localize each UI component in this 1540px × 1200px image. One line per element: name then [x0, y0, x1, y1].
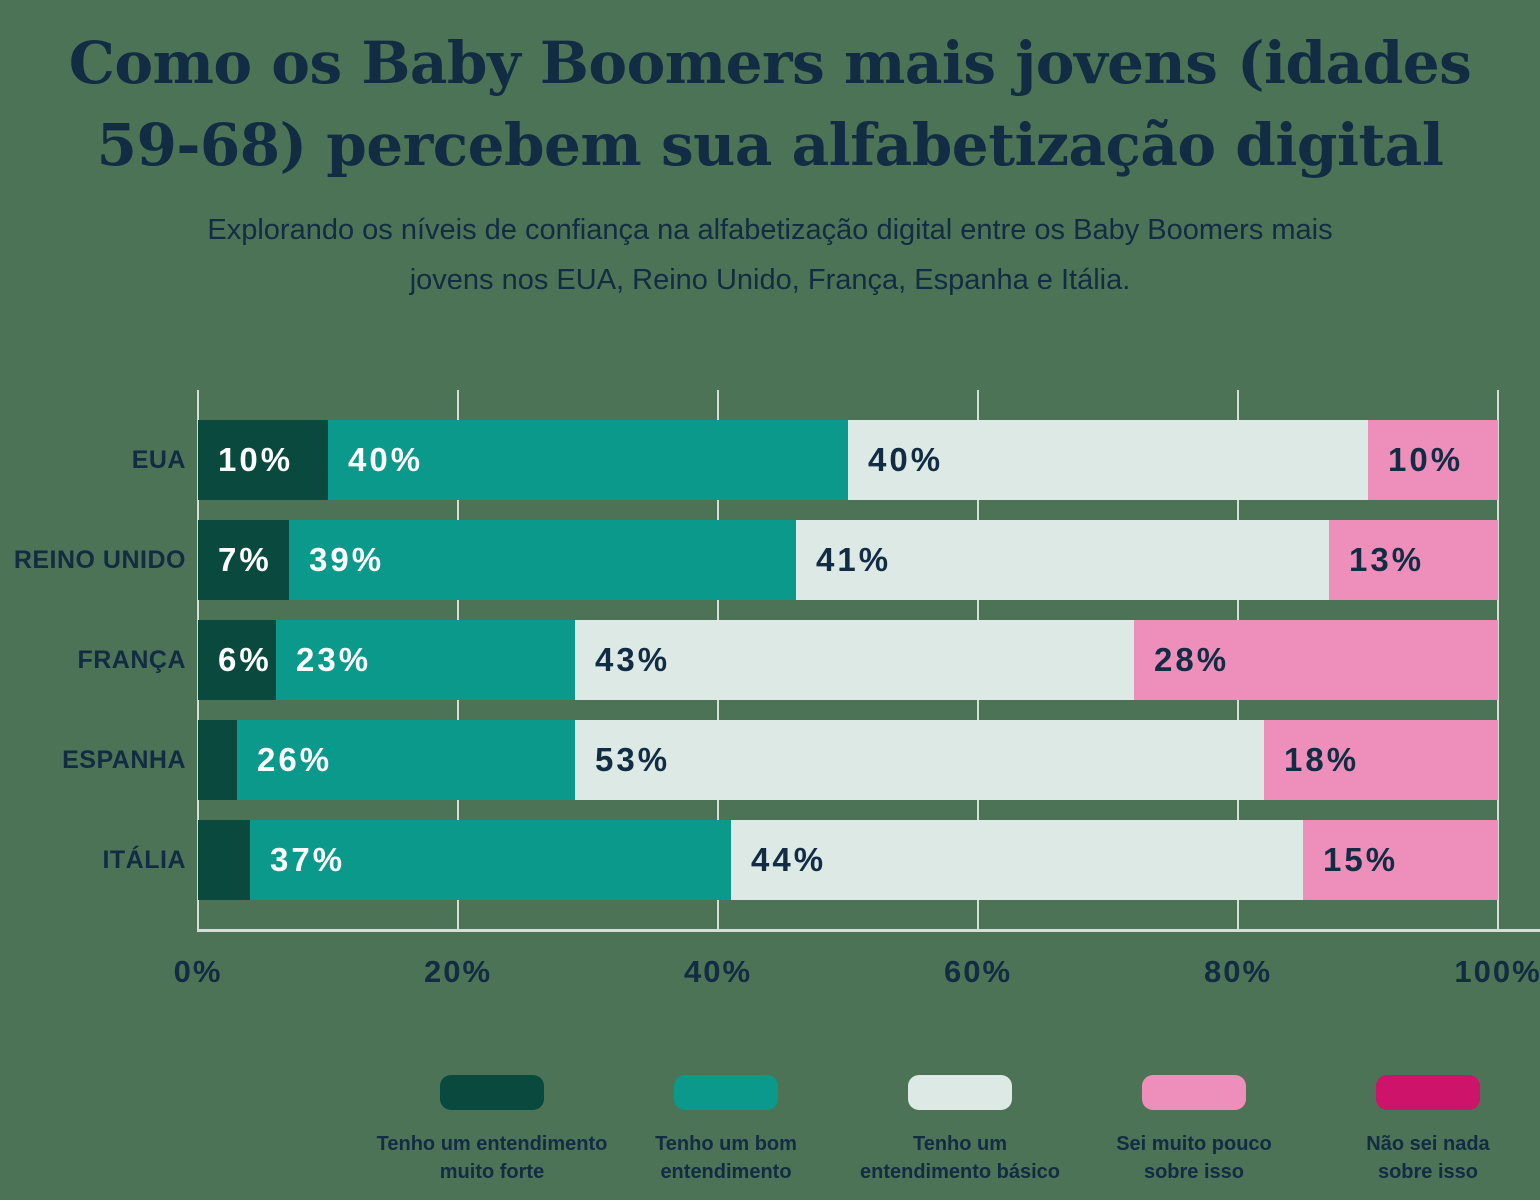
- legend-swatch: [908, 1075, 1012, 1110]
- legend-item: Tenho um bom entendimento: [609, 1075, 843, 1186]
- chart-page: Como os Baby Boomers mais jovens (idades…: [0, 22, 1540, 1200]
- bar-segment: 7%: [198, 520, 289, 600]
- bar-segment: 10%: [198, 420, 328, 500]
- bar-value-label: 43%: [595, 641, 671, 678]
- bar-segment: 15%: [1303, 820, 1498, 900]
- legend-swatch: [440, 1075, 544, 1110]
- legend-label-line: muito forte: [439, 1161, 545, 1183]
- bar-row: 37% 44% 15%: [198, 820, 1498, 900]
- bar-value-label: 23%: [296, 641, 372, 678]
- legend-label-line: Sei muito pouco: [1116, 1133, 1272, 1155]
- plot-area: 10% 40% 40% 10% 7% 39% 41% 13% 6% 23% 43% 28% 26% 53%…: [197, 390, 1540, 932]
- bar-value-label: 28%: [1154, 641, 1230, 678]
- bar-segment: 23%: [276, 620, 575, 700]
- legend-item: Sei muito pouco sobre isso: [1077, 1075, 1311, 1186]
- category-label: ITÁLIA: [102, 846, 186, 874]
- bar-value-label: 40%: [348, 441, 424, 478]
- bar-value-label: 15%: [1323, 841, 1399, 878]
- bar-segment: 53%: [575, 720, 1264, 800]
- bar-value-label: 26%: [257, 741, 333, 778]
- legend-label-line: Tenho um bom: [655, 1133, 797, 1155]
- bar-row: 26% 53% 18%: [198, 720, 1498, 800]
- x-tick-label: 40%: [683, 954, 753, 989]
- bar-row: 10% 40% 40% 10%: [198, 420, 1498, 500]
- legend-label-line: entendimento: [660, 1161, 792, 1183]
- legend-swatch: [1142, 1075, 1246, 1110]
- legend-label-line: sobre isso: [1377, 1161, 1479, 1183]
- bar-segment: 39%: [289, 520, 796, 600]
- bar-value-label: 53%: [595, 741, 671, 778]
- category-label: ESPANHA: [62, 746, 186, 774]
- bar-segment: 10%: [1368, 420, 1498, 500]
- legend-label-line: Não sei nada: [1366, 1133, 1490, 1155]
- bar-segment: 28%: [1134, 620, 1498, 700]
- x-tick-label: 60%: [943, 954, 1013, 989]
- bar-value-label: 44%: [751, 841, 827, 878]
- bar-value-label: 6%: [218, 641, 272, 678]
- bar-segment: 13%: [1329, 520, 1498, 600]
- bar-row: 7% 39% 41% 13%: [198, 520, 1498, 600]
- bar-value-label: 40%: [868, 441, 944, 478]
- bar-segment: 40%: [328, 420, 848, 500]
- bar-segment: 37%: [250, 820, 731, 900]
- chart-title: Como os Baby Boomers mais jovens (idades…: [68, 29, 1472, 180]
- category-label: FRANÇA: [77, 646, 186, 674]
- legend-item: Não sei nada sobre isso: [1311, 1075, 1540, 1186]
- bar-value-label: 13%: [1349, 541, 1425, 578]
- bar-value-label: 41%: [816, 541, 892, 578]
- bar-segment: 41%: [796, 520, 1329, 600]
- legend-label-line: entendimento básico: [859, 1161, 1061, 1183]
- bar-segment: 6%: [198, 620, 276, 700]
- gridline: [1497, 390, 1499, 932]
- bar-value-label: 39%: [309, 541, 385, 578]
- bar-segment: 18%: [1264, 720, 1498, 800]
- x-tick-label: 0%: [173, 954, 223, 989]
- bar-segment: 40%: [848, 420, 1368, 500]
- bar-value-label: 18%: [1284, 741, 1360, 778]
- x-tick-label: 100%: [1454, 954, 1540, 989]
- x-tick-label: 20%: [423, 954, 493, 989]
- bar-segment: 26%: [237, 720, 575, 800]
- bar-segment: 44%: [731, 820, 1303, 900]
- bar-value-label: 37%: [270, 841, 346, 878]
- legend-label-line: Tenho um entendimento: [376, 1133, 608, 1155]
- x-tick-label: 80%: [1203, 954, 1273, 989]
- legend-item: Tenho um entendimento muito forte: [375, 1075, 609, 1186]
- category-label: REINO UNIDO: [13, 546, 186, 574]
- legend: Tenho um entendimento muito forte Tenho um…: [375, 1075, 1540, 1186]
- x-axis-line: [198, 929, 1540, 932]
- bar-segment: [198, 820, 250, 900]
- bar-row: 6% 23% 43% 28%: [198, 620, 1498, 700]
- bar-segment: [198, 720, 237, 800]
- legend-swatch: [674, 1075, 778, 1110]
- bar-value-label: 10%: [218, 441, 294, 478]
- chart-subtitle: Explorando os níveis de confiança na alf…: [207, 213, 1333, 296]
- legend-swatch: [1376, 1075, 1480, 1110]
- legend-label-line: Tenho um: [912, 1133, 1008, 1155]
- category-label: EUA: [131, 446, 186, 474]
- legend-item: Tenho um entendimento básico: [843, 1075, 1077, 1186]
- bar-value-label: 7%: [218, 541, 272, 578]
- bar-segment: 43%: [575, 620, 1134, 700]
- legend-label-line: sobre isso: [1143, 1161, 1245, 1183]
- bar-value-label: 10%: [1388, 441, 1464, 478]
